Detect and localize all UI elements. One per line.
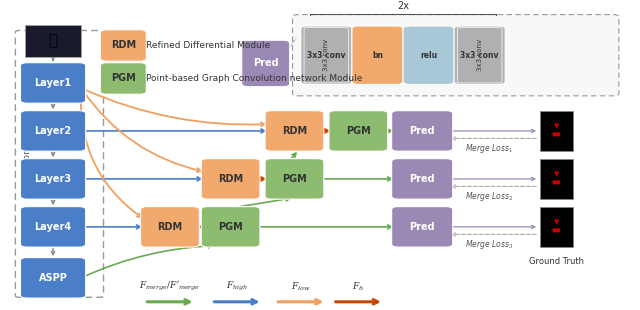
FancyBboxPatch shape bbox=[20, 159, 86, 199]
Text: Ground Truth: Ground Truth bbox=[529, 257, 584, 266]
Text: Pred: Pred bbox=[253, 59, 278, 69]
FancyBboxPatch shape bbox=[292, 15, 619, 96]
FancyBboxPatch shape bbox=[100, 30, 147, 61]
Text: 3x3 conv: 3x3 conv bbox=[323, 39, 330, 71]
FancyBboxPatch shape bbox=[352, 26, 403, 84]
FancyBboxPatch shape bbox=[242, 40, 290, 87]
Text: Pred: Pred bbox=[410, 174, 435, 184]
Text: Refined Differential Module: Refined Differential Module bbox=[147, 41, 271, 50]
Text: PGM: PGM bbox=[218, 222, 243, 232]
FancyBboxPatch shape bbox=[392, 111, 452, 151]
FancyBboxPatch shape bbox=[265, 159, 324, 199]
Text: Pred: Pred bbox=[410, 222, 435, 232]
FancyBboxPatch shape bbox=[100, 63, 147, 94]
Text: $F_{high}$: $F_{high}$ bbox=[226, 280, 248, 293]
FancyBboxPatch shape bbox=[458, 28, 502, 83]
Text: Merge Loss$_1$: Merge Loss$_1$ bbox=[465, 142, 513, 155]
Text: ●●: ●● bbox=[552, 227, 561, 232]
FancyBboxPatch shape bbox=[20, 111, 86, 151]
Text: PGM: PGM bbox=[282, 174, 307, 184]
FancyBboxPatch shape bbox=[540, 159, 573, 199]
Text: Pred: Pred bbox=[410, 126, 435, 136]
Text: $F_{merge}/F'_{merge}$: $F_{merge}/F'_{merge}$ bbox=[140, 280, 200, 293]
Text: Layer2: Layer2 bbox=[35, 126, 72, 136]
Text: 3x3 conv: 3x3 conv bbox=[460, 51, 499, 60]
Text: Merge Loss$_2$: Merge Loss$_2$ bbox=[465, 190, 513, 203]
FancyBboxPatch shape bbox=[392, 159, 452, 199]
Text: ●●: ●● bbox=[552, 131, 561, 136]
FancyBboxPatch shape bbox=[403, 26, 454, 84]
Text: Point-based Graph Convolution network Module: Point-based Graph Convolution network Mo… bbox=[147, 74, 363, 83]
Text: PGM: PGM bbox=[111, 73, 136, 83]
Text: ASPP: ASPP bbox=[38, 273, 67, 283]
Text: Layer1: Layer1 bbox=[35, 78, 72, 88]
FancyBboxPatch shape bbox=[540, 207, 573, 247]
Text: RDM: RDM bbox=[282, 126, 307, 136]
Text: Merge Loss$_3$: Merge Loss$_3$ bbox=[465, 238, 513, 251]
FancyBboxPatch shape bbox=[265, 111, 324, 151]
Text: 🥛: 🥛 bbox=[49, 33, 58, 48]
FancyBboxPatch shape bbox=[304, 28, 349, 83]
Text: relu: relu bbox=[420, 51, 437, 60]
Text: $F_{low}$: $F_{low}$ bbox=[291, 281, 310, 293]
FancyBboxPatch shape bbox=[20, 258, 86, 298]
FancyBboxPatch shape bbox=[329, 111, 388, 151]
Text: RDM: RDM bbox=[218, 174, 243, 184]
FancyBboxPatch shape bbox=[20, 207, 86, 247]
FancyBboxPatch shape bbox=[201, 159, 260, 199]
FancyBboxPatch shape bbox=[141, 207, 199, 247]
FancyBboxPatch shape bbox=[540, 111, 573, 151]
Text: ●●: ●● bbox=[552, 179, 561, 184]
Text: Layer3: Layer3 bbox=[35, 174, 72, 184]
Text: RDM: RDM bbox=[111, 41, 136, 51]
Text: RDM: RDM bbox=[157, 222, 182, 232]
Text: PGM: PGM bbox=[346, 126, 371, 136]
Text: Backbone: Backbone bbox=[22, 142, 31, 186]
Text: 2x: 2x bbox=[397, 1, 409, 11]
Text: ▼: ▼ bbox=[554, 123, 559, 129]
Text: ▼: ▼ bbox=[554, 219, 559, 225]
Text: $F_{b}$: $F_{b}$ bbox=[352, 281, 364, 293]
FancyBboxPatch shape bbox=[392, 207, 452, 247]
Text: ▼: ▼ bbox=[554, 171, 559, 177]
FancyBboxPatch shape bbox=[301, 26, 352, 84]
Text: bn: bn bbox=[372, 51, 383, 60]
FancyBboxPatch shape bbox=[201, 207, 260, 247]
FancyBboxPatch shape bbox=[20, 63, 86, 103]
Text: 3x3 conv: 3x3 conv bbox=[307, 51, 346, 60]
Text: 3x3 conv: 3x3 conv bbox=[477, 39, 483, 71]
FancyBboxPatch shape bbox=[454, 26, 505, 84]
Text: Layer4: Layer4 bbox=[35, 222, 72, 232]
FancyBboxPatch shape bbox=[25, 25, 81, 56]
